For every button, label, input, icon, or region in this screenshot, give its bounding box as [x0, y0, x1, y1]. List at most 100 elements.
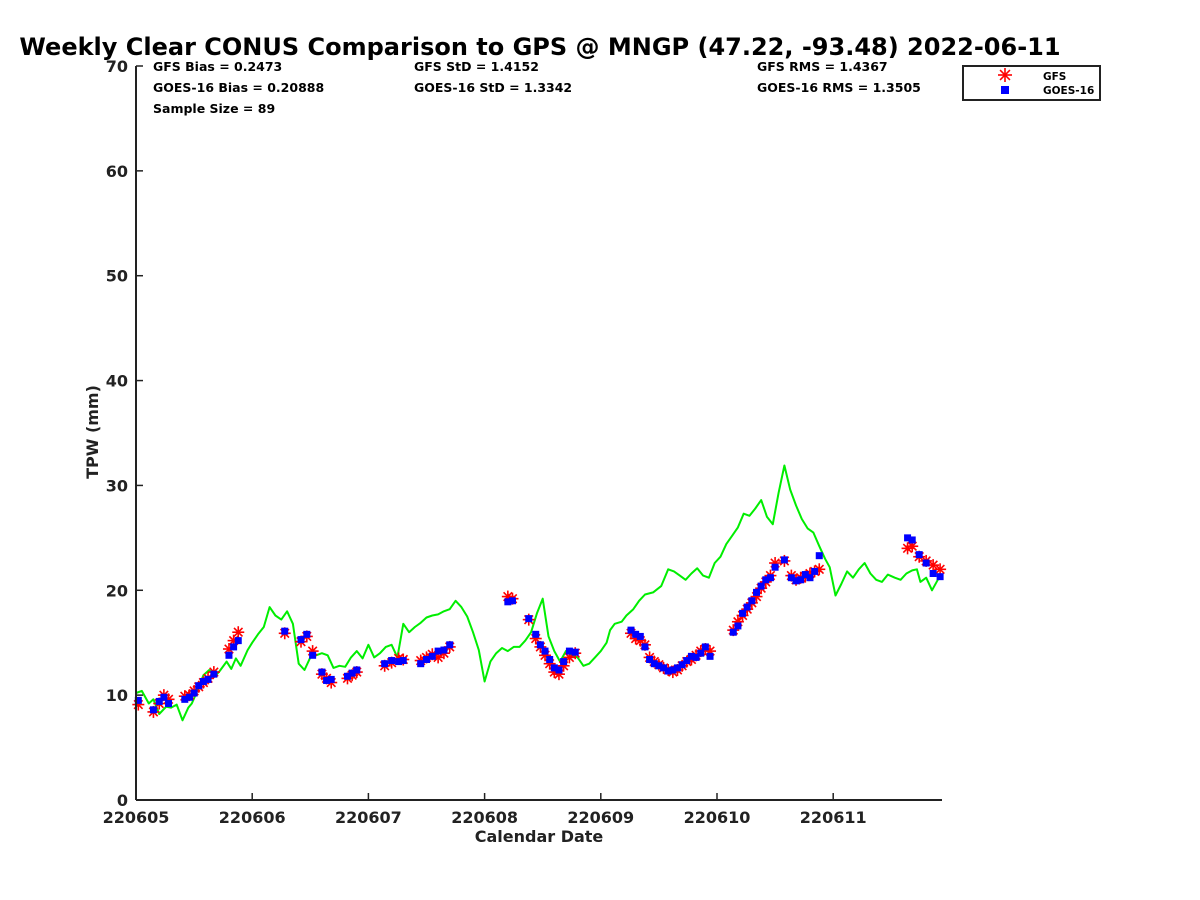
goes-point	[697, 649, 705, 657]
goes-point	[225, 651, 233, 659]
goes-point	[650, 660, 658, 668]
x-tick-label: 220608	[451, 808, 518, 827]
goes-point	[181, 695, 189, 703]
goes-point	[234, 637, 242, 645]
goes-point	[446, 641, 454, 649]
goes-point	[303, 630, 311, 638]
goes-point	[743, 603, 751, 611]
goes-point	[210, 670, 218, 678]
goes-point	[309, 651, 317, 659]
goes-point	[762, 576, 770, 584]
goes-point	[428, 652, 436, 660]
goes-point	[536, 641, 544, 649]
goes-point	[801, 571, 809, 579]
goes-point	[660, 664, 668, 672]
goes-point	[185, 693, 193, 701]
goes-point	[646, 655, 654, 663]
x-tick-label: 220606	[219, 808, 286, 827]
y-tick-label: 70	[106, 57, 128, 76]
legend-goes-marker	[1001, 86, 1009, 94]
goes-point	[434, 647, 442, 655]
legend-gfs-asterisk	[998, 68, 1012, 82]
goes-point	[190, 689, 198, 697]
goes-point	[560, 658, 568, 666]
goes-point	[915, 551, 923, 559]
goes-point	[525, 615, 533, 623]
goes-point	[149, 706, 157, 714]
gfs-point	[232, 626, 245, 639]
goes-point	[155, 697, 163, 705]
goes-rms-stat: GOES-16 RMS = 1.3505	[757, 80, 921, 95]
goes-bias-stat: GOES-16 Bias = 0.20888	[153, 80, 324, 95]
goes-point	[797, 576, 805, 584]
goes-point	[281, 627, 289, 635]
goes-point	[508, 597, 516, 605]
goes-point	[678, 661, 686, 669]
goes-point	[388, 657, 396, 665]
gps-series-line	[135, 464, 943, 722]
goes-point	[134, 696, 142, 704]
legend-gfs-marker	[998, 68, 1012, 82]
goes-point	[353, 666, 361, 674]
goes-point	[627, 626, 635, 634]
goes-point	[399, 657, 407, 665]
goes-point	[936, 573, 944, 581]
goes-point	[565, 647, 573, 655]
goes-point	[195, 682, 203, 690]
goes-point	[541, 647, 549, 655]
goes-point	[729, 628, 737, 636]
goes-point	[766, 574, 774, 582]
goes-point	[423, 655, 430, 663]
y-tick-label: 60	[106, 162, 128, 181]
y-axis-label: TPW (mm)	[83, 385, 102, 479]
goes-point	[683, 657, 691, 665]
gfs-rms-stat: GFS RMS = 1.4367	[757, 59, 888, 74]
goes-point	[753, 588, 761, 596]
goes-point	[908, 536, 916, 544]
goes-point	[780, 556, 788, 564]
chart-title: Weekly Clear CONUS Comparison to GPS @ M…	[19, 33, 1060, 61]
goes-point	[669, 666, 677, 674]
goes-point	[739, 609, 747, 617]
goes-point	[550, 664, 558, 672]
goes-point	[792, 577, 800, 585]
goes-point	[318, 668, 326, 676]
goes-point	[692, 653, 700, 661]
goes-point	[636, 632, 644, 640]
x-tick-label: 220607	[335, 808, 402, 827]
y-tick-label: 0	[117, 791, 128, 810]
sample-size-stat: Sample Size = 89	[153, 101, 275, 116]
goes-point	[687, 652, 695, 660]
goes-point	[673, 664, 681, 672]
goes-point	[734, 622, 742, 630]
goes-point	[929, 570, 937, 578]
legend-label-gfs: GFS	[1043, 71, 1066, 83]
goes-point	[546, 655, 554, 663]
goes-point	[381, 660, 389, 668]
goes-std-stat: GOES-16 StD = 1.3342	[414, 80, 572, 95]
x-ticks-layer: 220605 220606 220607 220608 220609 220610 2206…	[103, 793, 867, 827]
x-tick-label: 220609	[567, 808, 634, 827]
goes-point	[655, 662, 663, 670]
goes-point	[297, 636, 305, 644]
legend-goes-square	[1001, 86, 1009, 94]
goes-point	[571, 648, 579, 656]
gfs-bias-stat: GFS Bias = 0.2473	[153, 59, 282, 74]
x-tick-label: 220610	[684, 808, 751, 827]
x-axis-label: Calendar Date	[475, 827, 604, 846]
x-tick-label: 220605	[103, 808, 170, 827]
y-tick-label: 50	[106, 267, 128, 286]
goes-point	[706, 652, 714, 660]
goes-point	[922, 559, 930, 567]
goes-point	[632, 630, 640, 638]
goes-points-layer	[134, 534, 944, 714]
goes-point	[748, 597, 756, 605]
goes-point	[904, 534, 912, 542]
goes-point	[806, 574, 814, 582]
goes-point	[327, 675, 335, 683]
gfs-std-stat: GFS StD = 1.4152	[414, 59, 539, 74]
goes-point	[641, 643, 649, 651]
goes-point	[555, 666, 563, 674]
